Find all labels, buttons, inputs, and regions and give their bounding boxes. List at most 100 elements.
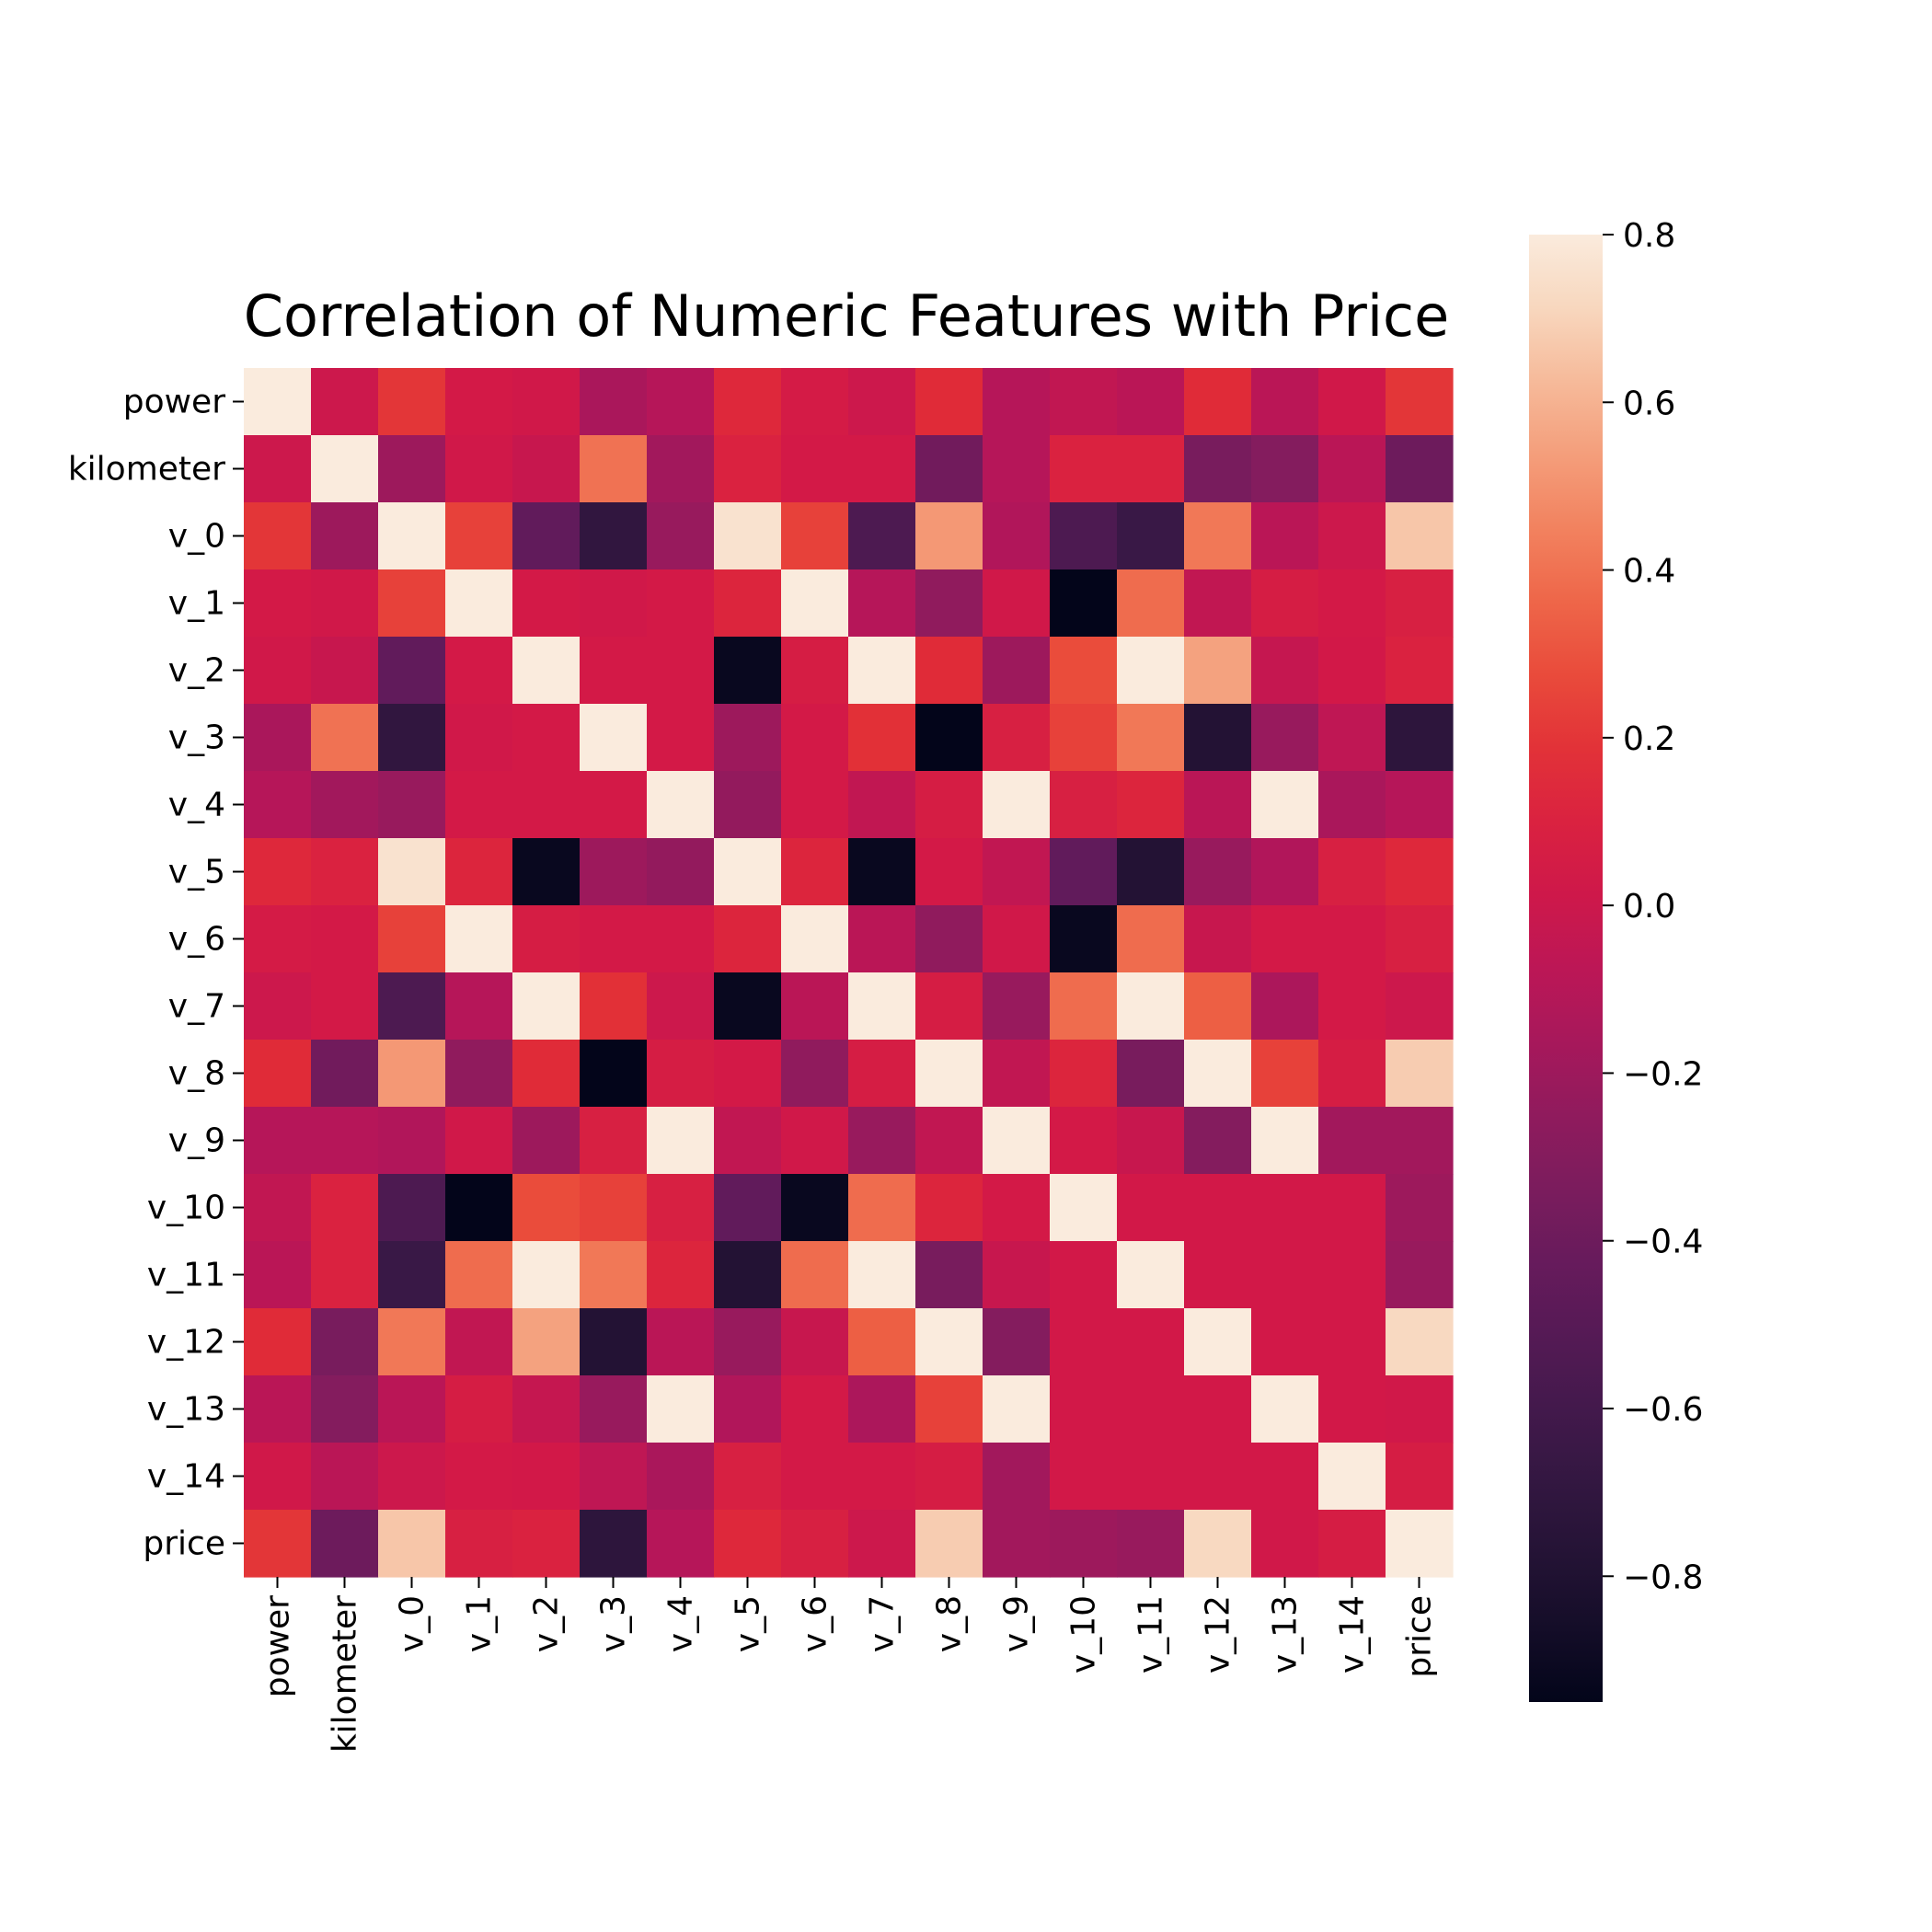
colorbar	[1529, 235, 1603, 1702]
x-tick-label: v_12	[1200, 1595, 1237, 1673]
heatmap-cell-v_5-v_0	[378, 838, 446, 906]
heatmap-cell-v_3-v_7	[848, 704, 916, 772]
heatmap-cell-v_11-v_9	[983, 1241, 1051, 1309]
heatmap-cell-v_14-v_11	[1117, 1443, 1185, 1511]
colorbar-tick-label: −0.8	[1623, 1558, 1703, 1596]
heatmap-cell-price-v_14	[1318, 1510, 1386, 1578]
heatmap-cell-v_3-v_6	[781, 704, 849, 772]
heatmap-cell-v_4-v_2	[512, 771, 581, 839]
heatmap-cell-v_10-v_1	[445, 1174, 513, 1242]
heatmap-cell-v_11-v_7	[848, 1241, 916, 1309]
heatmap-cell-v_5-power	[244, 838, 312, 906]
heatmap-cell-v_0-v_3	[580, 502, 648, 570]
heatmap-cell-v_9-v_14	[1318, 1107, 1386, 1175]
heatmap-cell-v_2-v_11	[1117, 637, 1185, 705]
heatmap-cell-v_10-v_13	[1251, 1174, 1319, 1242]
heatmap-cell-v_12-v_5	[714, 1308, 782, 1376]
heatmap-cell-power-v_1	[445, 368, 513, 436]
y-tick-label: v_9	[168, 1122, 225, 1160]
heatmap-cell-v_7-power	[244, 972, 312, 1041]
heatmap-cell-v_9-kilometer	[311, 1107, 379, 1175]
heatmap-cell-v_4-v_8	[915, 771, 983, 839]
heatmap-cell-v_3-v_4	[647, 704, 715, 772]
heatmap-cell-v_1-v_2	[512, 569, 581, 638]
heatmap-cell-v_3-v_13	[1251, 704, 1319, 772]
heatmap-cell-power-v_9	[983, 368, 1051, 436]
heatmap-cell-power-kilometer	[311, 368, 379, 436]
heatmap-cell-v_1-v_11	[1117, 569, 1185, 638]
heatmap-cell-v_8-v_2	[512, 1040, 581, 1108]
y-tick-label: v_8	[168, 1055, 225, 1093]
heatmap-cell-v_13-price	[1386, 1375, 1454, 1443]
heatmap-cell-v_1-v_13	[1251, 569, 1319, 638]
y-tick-label: v_5	[168, 854, 225, 891]
heatmap-cell-v_4-v_11	[1117, 771, 1185, 839]
heatmap-cell-v_11-v_12	[1184, 1241, 1252, 1309]
colorbar-tick-label: 0.6	[1623, 385, 1675, 422]
x-tick-label: v_13	[1267, 1595, 1305, 1673]
heatmap-cell-v_5-v_7	[848, 838, 916, 906]
y-tick-label: power	[123, 384, 225, 421]
heatmap-cell-v_0-power	[244, 502, 312, 570]
heatmap-cell-v_1-v_4	[647, 569, 715, 638]
y-tick-label: v_3	[168, 719, 225, 757]
heatmap-cell-v_2-v_3	[580, 637, 648, 705]
heatmap-cell-v_8-v_13	[1251, 1040, 1319, 1108]
heatmap-cell-v_5-v_3	[580, 838, 648, 906]
heatmap-cell-power-v_2	[512, 368, 581, 436]
heatmap-cell-v_0-price	[1386, 502, 1454, 570]
heatmap-cell-v_5-v_4	[647, 838, 715, 906]
heatmap-cell-v_14-v_9	[983, 1443, 1051, 1511]
heatmap-cell-v_1-v_1	[445, 569, 513, 638]
heatmap-cell-v_6-price	[1386, 905, 1454, 973]
heatmap-cell-v_6-v_14	[1318, 905, 1386, 973]
heatmap-cell-v_10-power	[244, 1174, 312, 1242]
heatmap-cell-v_6-v_13	[1251, 905, 1319, 973]
heatmap-cell-v_3-kilometer	[311, 704, 379, 772]
heatmap-cell-kilometer-price	[1386, 435, 1454, 503]
heatmap-cell-v_9-v_13	[1251, 1107, 1319, 1175]
heatmap-cell-v_13-v_11	[1117, 1375, 1185, 1443]
heatmap-cell-v_5-v_2	[512, 838, 581, 906]
heatmap-cell-v_6-v_2	[512, 905, 581, 973]
heatmap-cell-v_7-v_5	[714, 972, 782, 1041]
heatmap-cell-v_3-v_1	[445, 704, 513, 772]
heatmap-cell-v_9-power	[244, 1107, 312, 1175]
x-tick-label: v_6	[797, 1595, 834, 1652]
heatmap-cell-power-v_0	[378, 368, 446, 436]
heatmap-cell-v_4-v_9	[983, 771, 1051, 839]
heatmap-cell-v_7-v_13	[1251, 972, 1319, 1041]
heatmap-cell-v_1-v_3	[580, 569, 648, 638]
heatmap-cell-v_11-v_6	[781, 1241, 849, 1309]
heatmap-cell-v_13-v_8	[915, 1375, 983, 1443]
heatmap-cell-power-v_12	[1184, 368, 1252, 436]
colorbar-tick-label: 0.4	[1623, 553, 1675, 591]
heatmap-cell-power-v_10	[1050, 368, 1118, 436]
heatmap-cell-v_8-v_6	[781, 1040, 849, 1108]
heatmap-cell-v_1-v_8	[915, 569, 983, 638]
heatmap-cell-v_11-v_4	[647, 1241, 715, 1309]
heatmap-cell-v_9-v_1	[445, 1107, 513, 1175]
heatmap-cell-power-v_7	[848, 368, 916, 436]
heatmap-cell-v_10-v_5	[714, 1174, 782, 1242]
heatmap-cell-power-v_14	[1318, 368, 1386, 436]
heatmap-cell-v_4-v_10	[1050, 771, 1118, 839]
heatmap-cell-v_9-v_9	[983, 1107, 1051, 1175]
y-tick-label: v_0	[168, 518, 225, 556]
heatmap-cell-v_9-v_7	[848, 1107, 916, 1175]
heatmap-cell-v_0-v_2	[512, 502, 581, 570]
heatmap-cell-v_11-v_11	[1117, 1241, 1185, 1309]
heatmap-cell-kilometer-v_5	[714, 435, 782, 503]
heatmap-cell-v_3-v_14	[1318, 704, 1386, 772]
heatmap-cell-v_2-v_8	[915, 637, 983, 705]
x-tick-label: v_4	[662, 1595, 700, 1652]
heatmap-cell-v_5-price	[1386, 838, 1454, 906]
heatmap-cell-v_10-v_12	[1184, 1174, 1252, 1242]
heatmap-cell-v_4-kilometer	[311, 771, 379, 839]
heatmap-cell-v_8-v_7	[848, 1040, 916, 1108]
heatmap-cell-v_5-v_11	[1117, 838, 1185, 906]
heatmap-cell-v_3-v_12	[1184, 704, 1252, 772]
heatmap-cell-price-v_0	[378, 1510, 446, 1578]
heatmap-cell-v_6-kilometer	[311, 905, 379, 973]
heatmap-cell-v_4-v_7	[848, 771, 916, 839]
